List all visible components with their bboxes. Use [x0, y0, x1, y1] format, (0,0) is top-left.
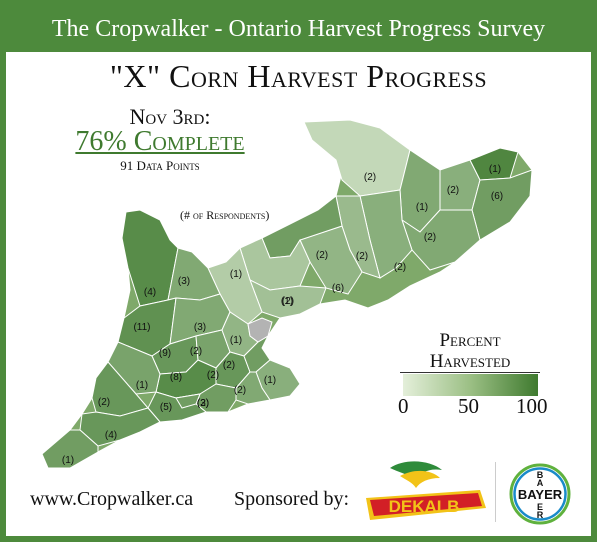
bayer-logo-text: BAYER	[518, 487, 563, 502]
bayer-logo: BAYER BA ER	[509, 463, 571, 525]
region-label-3: (2)	[447, 185, 459, 196]
region-label-25: (2)	[234, 385, 246, 396]
region-label-31: (4)	[105, 430, 117, 441]
region-label-2: (1)	[416, 202, 428, 213]
respondents-note: (# of Respondents)	[180, 208, 270, 222]
region-25	[235, 371, 271, 405]
region-label-8: (2)	[356, 251, 368, 262]
region-32	[41, 429, 99, 469]
region-label-29: (3)	[197, 398, 209, 409]
region-label-14: (4)	[144, 287, 156, 298]
region-label-7: (2)	[394, 262, 406, 273]
svg-text:B: B	[537, 470, 544, 480]
region-label-20: (1)	[230, 335, 242, 346]
banner-title: The Cropwalker - Ontario Harvest Progres…	[6, 6, 591, 52]
region-label-18: (9)	[159, 348, 171, 359]
region-label-26: (1)	[136, 380, 148, 391]
region-label-13: (1)	[230, 269, 242, 280]
legend-title-line1: Percent	[439, 330, 501, 351]
dekalb-logo: DEKALB	[366, 461, 486, 520]
region-label-27: (2)	[197, 398, 209, 409]
data-points-count: 91 Data Points	[120, 158, 200, 173]
percent-complete: 76% Complete	[75, 126, 245, 157]
sponsor-divider	[495, 462, 496, 522]
svg-text:A: A	[537, 478, 544, 488]
svg-text:E: E	[537, 502, 543, 512]
region-label-32: (1)	[62, 455, 74, 466]
legend-gradient	[403, 374, 538, 396]
svg-text:R: R	[537, 510, 544, 520]
region-29	[175, 393, 201, 409]
legend-mid: 50	[458, 394, 479, 418]
region-5	[471, 169, 533, 241]
region-label-22: (8)	[170, 372, 182, 383]
region-label-24: (1)	[264, 375, 276, 386]
region-label-15: (3)	[178, 276, 190, 287]
region-label-4: (1)	[489, 164, 501, 175]
region-label-6: (2)	[424, 232, 436, 243]
region-label-5: (6)	[491, 191, 503, 202]
legend-title-line2: Harvested	[429, 351, 511, 372]
legend-max: 100	[516, 394, 548, 418]
region-6	[401, 209, 481, 271]
region-label-10: (2)	[316, 250, 328, 261]
region-label-23: (2)	[223, 360, 235, 371]
sponsored-by-label: Sponsored by:	[234, 488, 349, 510]
region-label-16: (11)	[133, 322, 150, 333]
region-label-28: (5)	[160, 402, 172, 413]
legend-min: 0	[398, 394, 409, 418]
region-1	[303, 119, 411, 197]
survey-date: Nov 3rd:	[129, 104, 211, 129]
region-label-1: (2)	[364, 172, 376, 183]
region-12	[249, 278, 327, 319]
map-title: "X" Corn Harvest Progress	[109, 58, 488, 94]
region-9	[299, 225, 363, 295]
legend-title: Percent Harvested	[400, 330, 540, 373]
region-label-19: (2)	[190, 346, 202, 357]
region-label-11: (1)	[281, 296, 293, 307]
website-link[interactable]: www.Cropwalker.ca	[30, 488, 194, 510]
dekalb-logo-text: DEKALB	[389, 497, 460, 516]
region-label-9: (6)	[332, 283, 344, 294]
region-label-21: (2)	[207, 370, 219, 381]
region-toronto-nodata	[247, 317, 273, 343]
region-label-17: (3)	[194, 322, 206, 333]
region-4	[469, 147, 519, 181]
region-label-12: (2)	[282, 296, 294, 307]
region-label-30: (2)	[98, 397, 110, 408]
